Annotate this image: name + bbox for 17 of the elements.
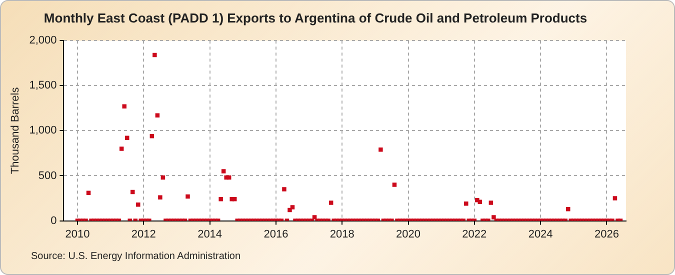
y-tick-label: 0 <box>50 214 57 227</box>
x-tick-label: 2026 <box>594 228 619 240</box>
source-note: Source: U.S. Energy Information Administration <box>31 251 241 262</box>
x-tick-label: 2012 <box>131 228 156 240</box>
chart-title: Monthly East Coast (PADD 1) Exports to Argentina of Crude Oil and Petroleum Products <box>44 10 588 26</box>
x-tick-label: 2020 <box>396 228 420 240</box>
y-tick-label: 2,000 <box>29 34 57 47</box>
x-tick-label: 2014 <box>198 228 222 240</box>
x-tick-label: 2010 <box>65 228 90 240</box>
x-tick-label: 2018 <box>330 228 354 240</box>
y-axis-title: Thousand Barrels <box>10 86 22 174</box>
y-tick-label: 1,000 <box>29 124 57 137</box>
y-tick-label: 500 <box>38 170 57 182</box>
y-tick-label: 1,500 <box>29 80 57 92</box>
x-tick-label: 2022 <box>462 228 487 240</box>
x-tick-label: 2024 <box>528 228 553 240</box>
x-tick-label: 2016 <box>264 228 288 240</box>
